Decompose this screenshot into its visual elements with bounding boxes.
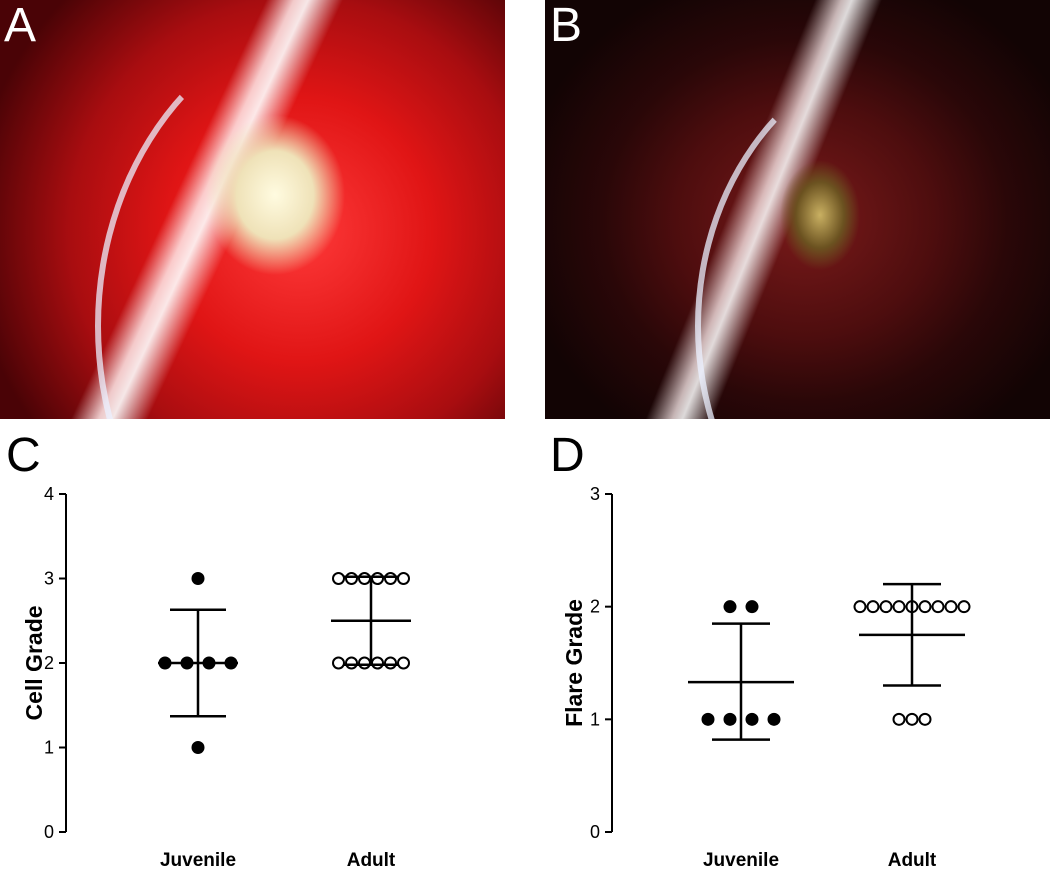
photo-panel-a xyxy=(0,0,505,419)
data-point-filled xyxy=(191,572,205,585)
data-point-open xyxy=(931,600,945,614)
data-point-filled xyxy=(701,712,715,726)
slit-lamp-reflection-arc xyxy=(95,10,505,419)
data-point-open xyxy=(397,572,410,585)
data-point-open xyxy=(371,656,384,670)
data-point-filled xyxy=(767,712,781,726)
data-point-open xyxy=(944,600,958,614)
data-point-open xyxy=(332,572,345,585)
y-tick-label: 4 xyxy=(44,484,54,504)
x-category-label: Adult xyxy=(347,850,396,869)
flare-grade-chart: 0 1 2 3 Flare Grade Juvenile Adult xyxy=(561,484,971,869)
data-point-open xyxy=(905,712,919,726)
y-axis-title: Flare Grade xyxy=(561,599,587,727)
data-point-open xyxy=(384,572,397,585)
data-point-open xyxy=(332,656,345,670)
panel-label-c: C xyxy=(6,429,41,482)
panel-label-b: B xyxy=(550,0,583,52)
x-category-label: Juvenile xyxy=(703,850,779,869)
data-point-open xyxy=(384,656,397,670)
data-point-filled xyxy=(723,712,737,726)
y-tick-label: 0 xyxy=(590,822,600,842)
data-point-open xyxy=(397,656,410,670)
data-point-open xyxy=(866,600,880,614)
data-point-open xyxy=(892,712,906,726)
x-category-label: Juvenile xyxy=(160,850,236,869)
data-point-open xyxy=(918,712,932,726)
data-point-open xyxy=(345,656,358,670)
data-point-open xyxy=(853,600,867,614)
data-point-open xyxy=(358,656,371,670)
data-point-filled xyxy=(723,600,737,614)
y-tick-label: 1 xyxy=(590,709,600,729)
y-tick-label: 3 xyxy=(590,484,600,504)
photo-panel-b xyxy=(545,0,1050,419)
data-point-open xyxy=(345,572,358,585)
slit-lamp-reflection-arc xyxy=(695,40,1050,419)
data-point-filled xyxy=(745,600,759,614)
y-tick-label: 1 xyxy=(44,738,54,758)
data-point-open xyxy=(358,572,371,585)
data-point-open xyxy=(879,600,893,614)
x-category-label: Adult xyxy=(888,850,937,869)
data-point-open xyxy=(957,600,971,614)
y-axis-title: Cell Grade xyxy=(21,605,47,720)
data-point-open xyxy=(892,600,906,614)
y-tick-label: 2 xyxy=(590,597,600,617)
data-point-open xyxy=(918,600,932,614)
data-point-filled xyxy=(191,741,205,754)
data-point-filled xyxy=(745,712,759,726)
panel-label-d: D xyxy=(550,429,585,482)
panel-label-a: A xyxy=(4,0,37,52)
data-point-open xyxy=(371,572,384,585)
cell-grade-chart: 0 1 2 3 4 Cell Grade Juvenile Adult xyxy=(21,484,411,869)
y-tick-label: 0 xyxy=(44,822,54,842)
y-tick-label: 2 xyxy=(44,653,54,673)
y-tick-label: 3 xyxy=(44,569,54,589)
